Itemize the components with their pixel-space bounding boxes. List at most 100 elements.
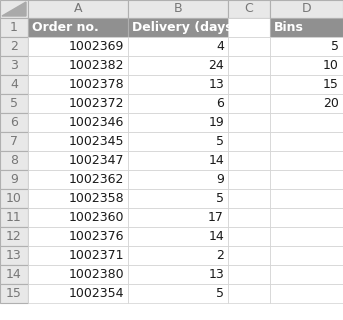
Text: 20: 20 xyxy=(323,97,339,110)
Text: 24: 24 xyxy=(208,59,224,72)
Bar xyxy=(0,0,28,18)
Bar xyxy=(0,75,28,94)
Bar xyxy=(270,284,343,303)
Bar xyxy=(128,132,228,151)
Text: 1002378: 1002378 xyxy=(68,78,124,91)
Bar xyxy=(0,113,28,132)
Text: 8: 8 xyxy=(10,154,18,167)
Bar xyxy=(0,18,28,37)
Text: 13: 13 xyxy=(6,249,22,262)
Bar xyxy=(128,170,228,189)
Bar xyxy=(28,0,128,18)
Bar xyxy=(270,265,343,284)
Bar xyxy=(128,189,228,208)
Bar xyxy=(28,37,128,56)
Text: 2: 2 xyxy=(216,249,224,262)
Bar xyxy=(270,132,343,151)
Bar xyxy=(270,189,343,208)
Text: 5: 5 xyxy=(10,97,18,110)
Text: 4: 4 xyxy=(216,40,224,53)
Bar xyxy=(228,75,270,94)
Bar xyxy=(228,208,270,227)
Text: 13: 13 xyxy=(208,268,224,281)
Bar xyxy=(0,170,28,189)
Bar xyxy=(270,37,343,56)
Bar xyxy=(28,56,128,75)
Text: 4: 4 xyxy=(10,78,18,91)
Text: 14: 14 xyxy=(208,230,224,243)
Text: 13: 13 xyxy=(208,78,224,91)
Bar xyxy=(28,189,128,208)
Text: 1002358: 1002358 xyxy=(68,192,124,205)
Bar xyxy=(0,37,28,56)
Bar xyxy=(228,189,270,208)
Bar xyxy=(228,246,270,265)
Bar xyxy=(270,170,343,189)
Text: 1002354: 1002354 xyxy=(69,287,124,300)
Text: 1002371: 1002371 xyxy=(69,249,124,262)
Text: 5: 5 xyxy=(216,192,224,205)
Bar xyxy=(228,56,270,75)
Text: 5: 5 xyxy=(331,40,339,53)
Bar xyxy=(0,208,28,227)
Bar xyxy=(128,227,228,246)
Text: 6: 6 xyxy=(216,97,224,110)
Bar xyxy=(0,94,28,113)
Bar xyxy=(270,208,343,227)
Bar xyxy=(228,37,270,56)
Bar xyxy=(228,170,270,189)
Bar xyxy=(28,265,128,284)
Bar xyxy=(228,151,270,170)
Text: 2: 2 xyxy=(10,40,18,53)
Bar xyxy=(0,132,28,151)
Bar xyxy=(128,18,228,37)
Bar xyxy=(128,75,228,94)
Bar xyxy=(128,37,228,56)
Bar xyxy=(228,284,270,303)
Bar xyxy=(270,151,343,170)
Bar xyxy=(0,246,28,265)
Text: 1002376: 1002376 xyxy=(69,230,124,243)
Bar xyxy=(128,151,228,170)
Text: 19: 19 xyxy=(208,116,224,129)
Text: 3: 3 xyxy=(10,59,18,72)
Bar xyxy=(270,246,343,265)
Bar xyxy=(0,227,28,246)
Bar xyxy=(228,265,270,284)
Text: C: C xyxy=(245,3,253,15)
Bar xyxy=(128,246,228,265)
Bar xyxy=(0,189,28,208)
Bar xyxy=(28,208,128,227)
Text: 1002347: 1002347 xyxy=(69,154,124,167)
Bar xyxy=(270,113,343,132)
Bar xyxy=(28,113,128,132)
Text: 12: 12 xyxy=(6,230,22,243)
Bar xyxy=(0,303,343,320)
Bar xyxy=(0,284,28,303)
Bar xyxy=(128,265,228,284)
Text: 15: 15 xyxy=(6,287,22,300)
Text: 17: 17 xyxy=(208,211,224,224)
Bar xyxy=(28,170,128,189)
Text: Delivery (days): Delivery (days) xyxy=(132,21,238,34)
Text: 5: 5 xyxy=(216,287,224,300)
Bar xyxy=(28,94,128,113)
Text: 15: 15 xyxy=(323,78,339,91)
Bar xyxy=(28,75,128,94)
Text: 11: 11 xyxy=(6,211,22,224)
Bar xyxy=(128,0,228,18)
Bar xyxy=(228,0,270,18)
Text: 1002369: 1002369 xyxy=(69,40,124,53)
Text: 1002362: 1002362 xyxy=(69,173,124,186)
Polygon shape xyxy=(2,2,26,16)
Bar xyxy=(28,151,128,170)
Bar xyxy=(270,75,343,94)
Text: 1002346: 1002346 xyxy=(69,116,124,129)
Bar xyxy=(0,56,28,75)
Text: 7: 7 xyxy=(10,135,18,148)
Text: 9: 9 xyxy=(216,173,224,186)
Text: 1002380: 1002380 xyxy=(68,268,124,281)
Bar xyxy=(228,132,270,151)
Bar xyxy=(28,18,128,37)
Bar xyxy=(270,0,343,18)
